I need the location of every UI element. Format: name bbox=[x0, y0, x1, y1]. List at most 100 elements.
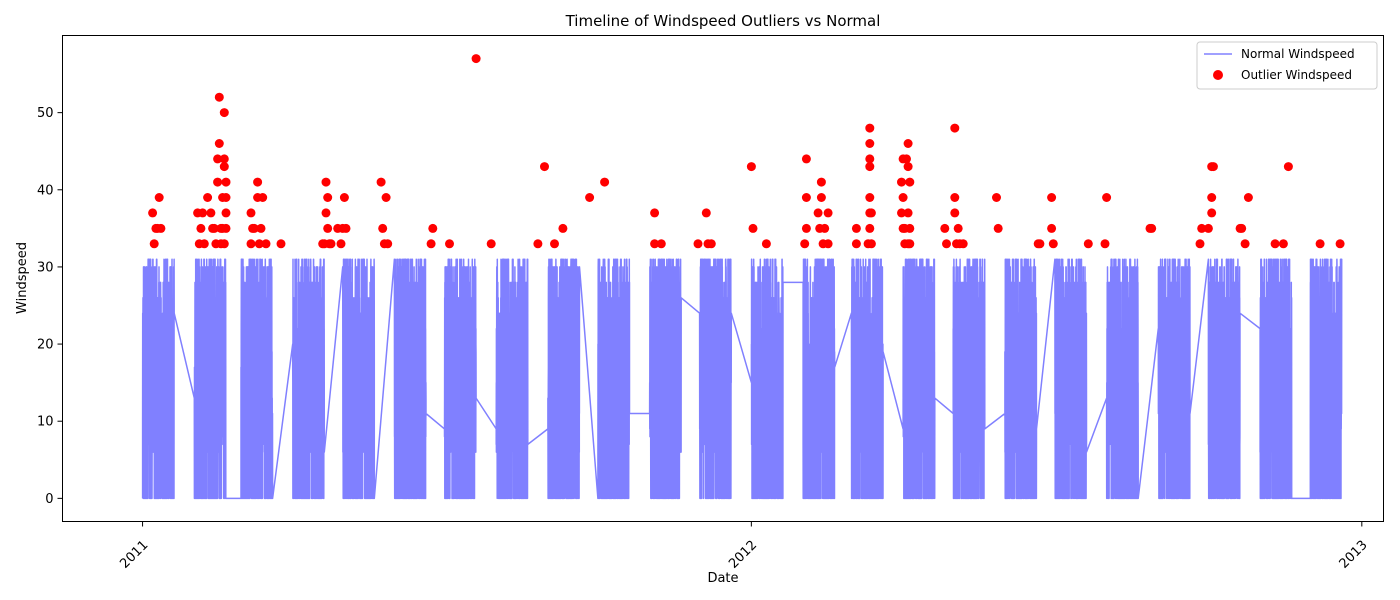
outlier-point bbox=[383, 239, 393, 249]
outlier-point bbox=[801, 154, 811, 164]
outlier-point bbox=[203, 193, 213, 202]
outlier-point bbox=[540, 162, 549, 172]
outlier-point bbox=[800, 239, 810, 249]
outlier-point bbox=[261, 239, 271, 249]
x-axis: 2011 2012 2013 bbox=[117, 521, 1371, 572]
plot-frame bbox=[62, 35, 1384, 522]
outlier-point bbox=[950, 208, 960, 218]
outlier-point bbox=[903, 208, 913, 218]
outlier-point bbox=[816, 193, 826, 202]
outlier-point bbox=[326, 239, 336, 249]
outlier-point bbox=[198, 208, 208, 218]
outlier-point bbox=[471, 54, 481, 64]
outlier-point bbox=[940, 223, 950, 233]
outlier-point bbox=[558, 223, 568, 233]
y-tick-label: 10 bbox=[37, 415, 54, 430]
outlier-point bbox=[903, 139, 913, 148]
outlier-point bbox=[246, 208, 256, 218]
y-axis-label: Windspeed bbox=[15, 242, 30, 314]
outlier-point bbox=[550, 239, 559, 249]
outlier-point bbox=[865, 139, 875, 148]
outlier-point bbox=[209, 223, 219, 233]
outlier-point bbox=[693, 239, 703, 249]
outlier-point bbox=[1047, 223, 1057, 233]
y-tick-label: 40 bbox=[37, 183, 54, 198]
outlier-point bbox=[1048, 239, 1058, 249]
outlier-point bbox=[1315, 239, 1325, 249]
y-tick-label: 30 bbox=[37, 260, 54, 275]
outlier-point bbox=[258, 193, 268, 202]
outlier-point bbox=[865, 154, 875, 164]
outlier-point bbox=[851, 223, 861, 233]
outlier-point bbox=[381, 193, 391, 202]
outlier-point bbox=[341, 223, 351, 233]
outlier-point bbox=[376, 177, 386, 187]
outlier-point bbox=[1047, 193, 1057, 202]
outlier-point bbox=[533, 239, 543, 249]
outlier-point bbox=[600, 177, 610, 187]
outlier-point bbox=[323, 193, 333, 202]
outlier-point bbox=[1147, 223, 1157, 233]
outlier-point bbox=[992, 193, 1001, 202]
outlier-point bbox=[336, 239, 346, 249]
legend: Normal Windspeed Outlier Windspeed bbox=[1196, 41, 1378, 90]
outlier-point bbox=[1270, 239, 1280, 249]
outlier-point bbox=[339, 193, 349, 202]
outlier-point bbox=[801, 193, 811, 202]
outlier-point bbox=[650, 208, 660, 218]
outlier-point bbox=[221, 177, 231, 187]
outlier-point bbox=[1243, 193, 1253, 202]
outlier-point bbox=[823, 208, 833, 218]
outlier-point bbox=[219, 154, 229, 164]
outlier-point bbox=[1283, 162, 1293, 172]
outlier-point bbox=[656, 239, 666, 249]
x-tick-label: 2013 bbox=[1337, 538, 1371, 572]
outlier-point bbox=[905, 177, 915, 187]
outlier-point bbox=[213, 154, 223, 164]
outlier-point bbox=[214, 92, 224, 102]
outlier-point bbox=[897, 208, 906, 218]
outlier-point bbox=[865, 162, 875, 172]
outlier-point bbox=[149, 239, 159, 249]
outlier-point bbox=[196, 223, 206, 233]
outlier-point bbox=[865, 193, 875, 202]
outlier-point bbox=[801, 223, 811, 233]
outlier-point bbox=[1237, 223, 1247, 233]
outlier-point bbox=[866, 208, 876, 218]
x-tick-label: 2012 bbox=[726, 538, 760, 572]
outlier-point bbox=[1208, 162, 1218, 172]
outlier-point bbox=[1195, 239, 1205, 249]
outlier-point bbox=[993, 223, 1003, 233]
outlier-point bbox=[701, 208, 711, 218]
outlier-point bbox=[902, 154, 911, 164]
outlier-point bbox=[865, 123, 875, 133]
outlier-point bbox=[221, 208, 231, 218]
legend-label-normal: Normal Windspeed bbox=[1241, 47, 1355, 61]
outlier-point bbox=[897, 177, 906, 187]
outlier-point bbox=[1203, 223, 1213, 233]
x-axis-label: Date bbox=[707, 571, 738, 586]
outlier-point bbox=[219, 108, 229, 118]
outlier-point bbox=[378, 223, 388, 233]
outlier-point bbox=[1102, 193, 1112, 202]
outlier-point bbox=[942, 239, 951, 249]
outlier-point bbox=[321, 177, 331, 187]
outlier-point bbox=[213, 177, 223, 187]
outlier-point bbox=[156, 223, 166, 233]
outlier-point bbox=[1240, 239, 1250, 249]
outlier-point bbox=[958, 239, 968, 249]
x-tick-label: 2011 bbox=[117, 538, 151, 572]
outlier-point bbox=[905, 223, 915, 233]
outlier-point bbox=[823, 239, 833, 249]
outlier-point bbox=[1100, 239, 1110, 249]
outlier-point bbox=[761, 239, 771, 249]
outlier-point bbox=[321, 208, 331, 218]
outlier-point bbox=[219, 162, 229, 172]
plot-area bbox=[141, 54, 1345, 500]
outlier-point bbox=[950, 123, 960, 133]
outlier-point bbox=[254, 239, 264, 249]
outlier-point bbox=[1207, 193, 1217, 202]
outlier-point bbox=[748, 223, 758, 233]
